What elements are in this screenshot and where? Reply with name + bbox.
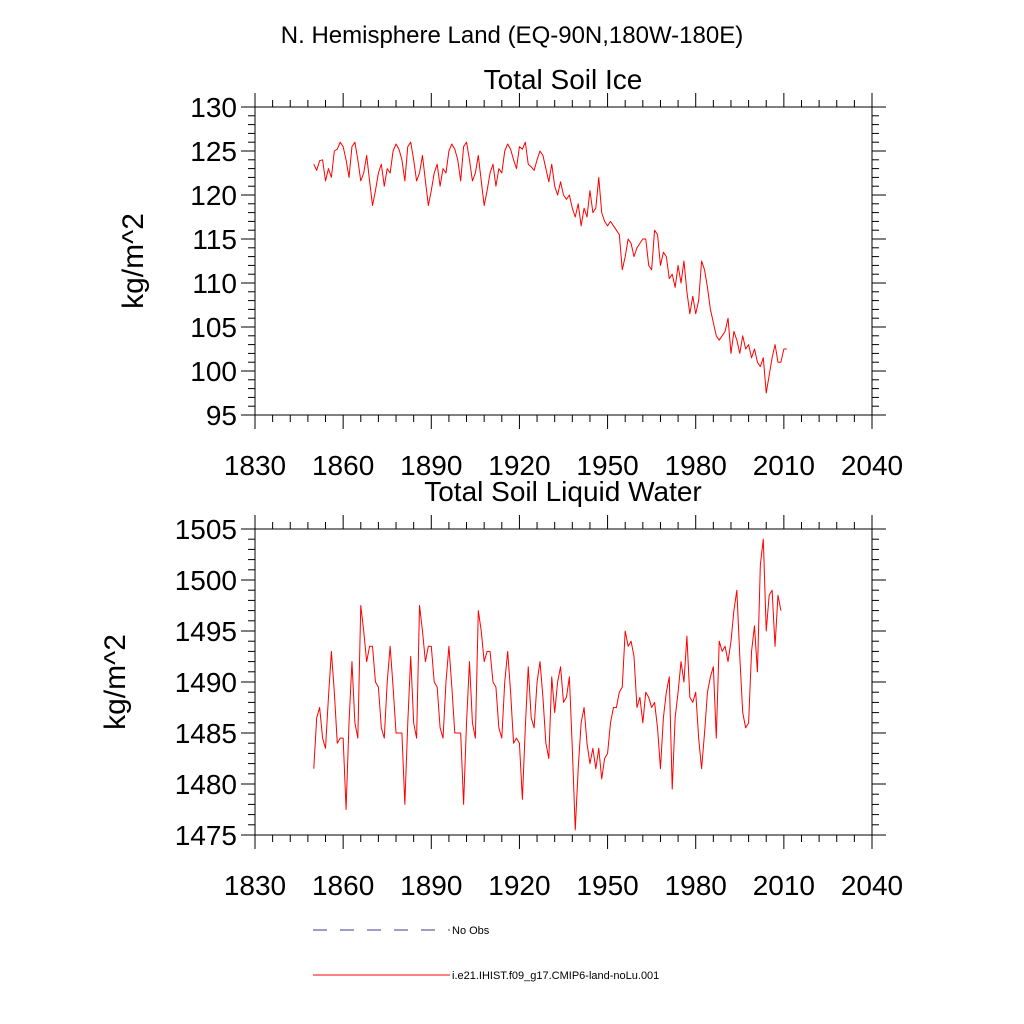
x-tick-label: 1830 <box>224 450 286 481</box>
y-tick-label: 95 <box>206 400 237 431</box>
y-tick-label: 125 <box>190 136 237 167</box>
x-tick-label: 1920 <box>488 450 550 481</box>
x-tick-label: 1950 <box>576 450 638 481</box>
y-tick-label: 130 <box>190 92 237 123</box>
x-tick-label: 1830 <box>224 870 286 901</box>
y-tick-label: 110 <box>192 268 237 299</box>
x-tick-label: 1920 <box>488 870 550 901</box>
legend-obs-label: No Obs <box>452 925 490 937</box>
x-tick-label: 1860 <box>312 870 374 901</box>
series-line <box>313 538 782 831</box>
y-tick-label: 115 <box>192 224 237 255</box>
x-tick-label: 1890 <box>400 870 462 901</box>
chart-panel-soil-ice: Total Soil Ice kg/m^2 1830 1860 1890 1920 19… <box>117 64 903 481</box>
y-tick-label: 1485 <box>175 718 237 749</box>
y-tick-label: 1490 <box>175 667 237 698</box>
plot-frame <box>254 106 873 416</box>
series-layer <box>313 141 787 394</box>
chart-title: Total Soil Liquid Water <box>424 476 702 507</box>
y-axis-label: kg/m^2 <box>117 213 150 309</box>
series-line <box>313 141 787 394</box>
y-tick-label: 1495 <box>175 616 237 647</box>
x-tick-label: 2040 <box>841 450 903 481</box>
tick-layer <box>241 93 886 429</box>
legend-model-label: i.e21.IHIST.f09_g17.CMIP6-land-noLu.001 <box>452 970 659 982</box>
x-tick-label: 1890 <box>400 450 462 481</box>
y-tick-label: 120 <box>190 180 237 211</box>
plot-frame <box>254 528 873 836</box>
y-tick-label: 105 <box>190 312 237 343</box>
series-layer <box>313 538 782 831</box>
y-tick-label: 1500 <box>175 565 237 596</box>
tick-layer <box>241 515 886 849</box>
chart-title: Total Soil Ice <box>484 64 643 95</box>
figure-title: N. Hemisphere Land (EQ-90N,180W-180E) <box>281 22 743 49</box>
y-tick-label: 100 <box>190 356 237 387</box>
x-tick-label: 2040 <box>841 870 903 901</box>
y-tick-label: 1480 <box>175 769 237 800</box>
x-tick-label: 2010 <box>753 870 815 901</box>
legend: No Obs i.e21.IHIST.f09_g17.CMIP6-land-no… <box>313 925 659 982</box>
y-axis-label: kg/m^2 <box>99 634 132 730</box>
x-tick-label: 1860 <box>312 450 374 481</box>
x-tick-label: 2010 <box>753 450 815 481</box>
y-tick-label: 1505 <box>175 514 237 545</box>
x-tick-label: 1950 <box>576 870 638 901</box>
x-tick-label: 1980 <box>665 450 727 481</box>
x-tick-label: 1980 <box>665 870 727 901</box>
y-tick-label: 1475 <box>175 820 237 851</box>
chart-panel-soil-liquid-water: Total Soil Liquid Water kg/m^2 1830 1860 1… <box>99 476 903 901</box>
tick-label-layer: 1830 1860 1890 1920 1950 1980 2010 2040 95 100 105… <box>190 92 903 481</box>
tick-label-layer: 1830 1860 1890 1920 1950 1980 2010 2040 1475 1480… <box>175 514 903 901</box>
